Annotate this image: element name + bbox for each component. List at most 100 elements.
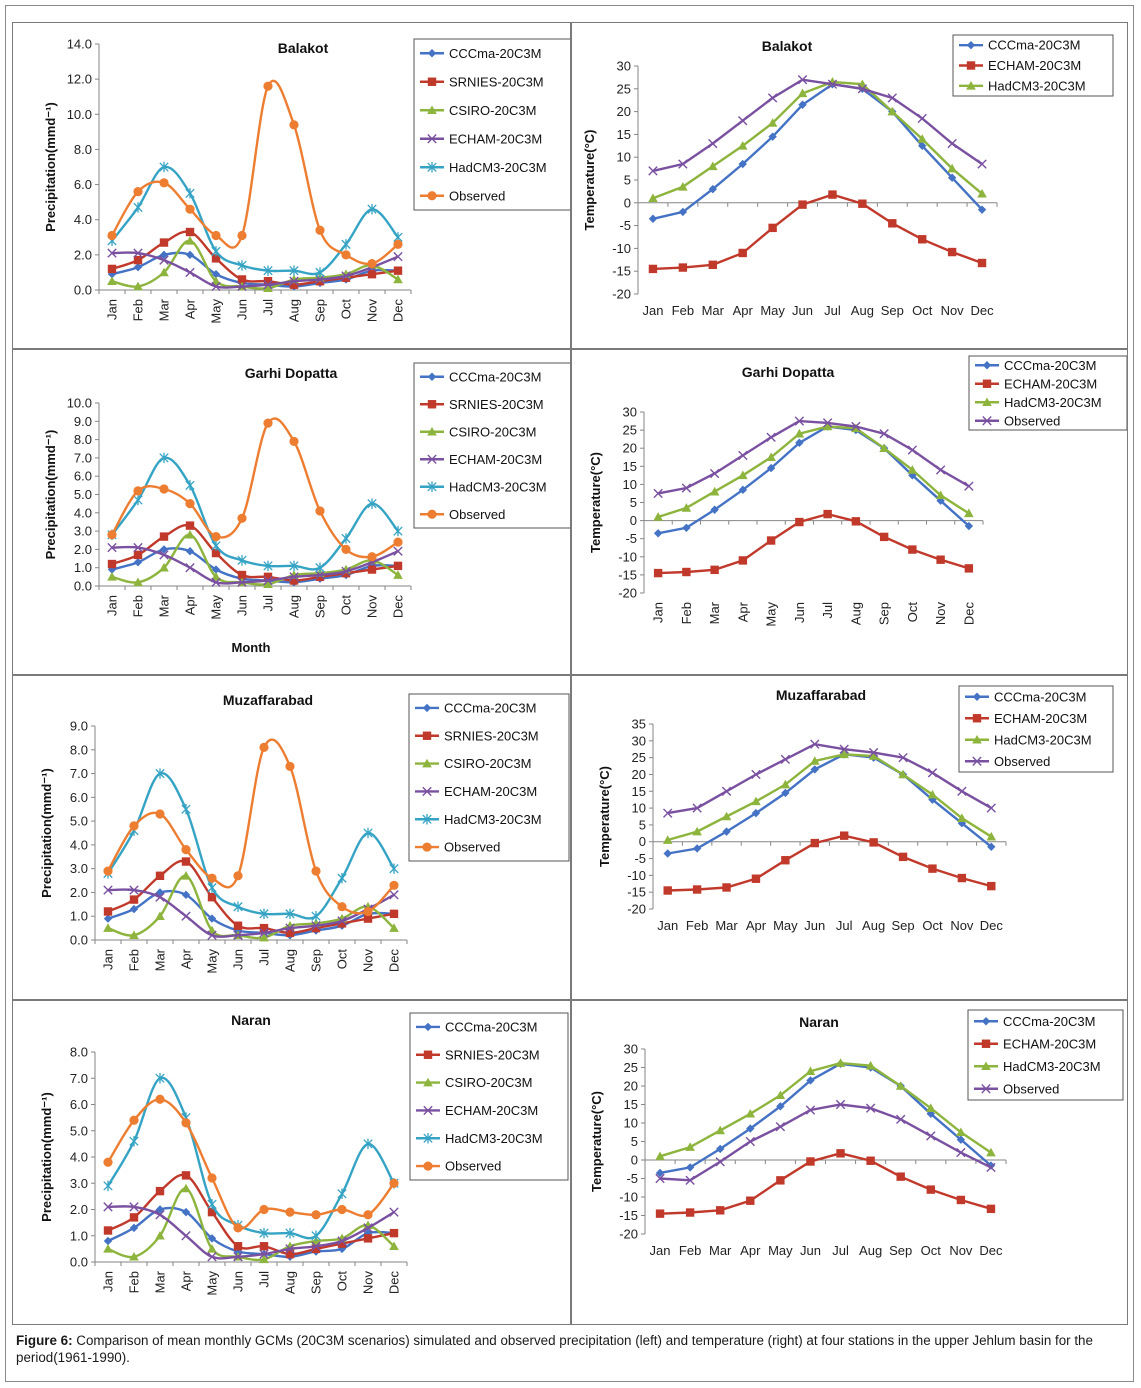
data-point bbox=[159, 484, 169, 494]
legend-item: CCCma-20C3M bbox=[965, 689, 1086, 704]
legend-swatch-marker bbox=[422, 731, 432, 740]
chart-title: Garhi Dopatta bbox=[742, 364, 835, 380]
legend-swatch-marker bbox=[423, 1050, 433, 1059]
data-point bbox=[181, 1118, 191, 1128]
data-point bbox=[181, 1183, 191, 1193]
x-tick-label: Sep bbox=[881, 303, 904, 318]
legend-swatch-marker bbox=[427, 49, 437, 58]
x-tick-label: May bbox=[205, 949, 220, 974]
x-tick-label: Jun bbox=[231, 949, 246, 970]
x-tick-labels: Jan Feb Mar Apr May Jun Jul Aug Sep Oct Nov Dec bbox=[101, 948, 402, 973]
data-point bbox=[233, 921, 243, 930]
legend-label: ECHAM-20C3M bbox=[1004, 376, 1097, 391]
panel-garhi-temp: Garhi Dopatta -20 -15 -10 -5 0 5 10 15 20 25 30 Jan F… bbox=[571, 349, 1128, 675]
x-tick-label: Nov bbox=[365, 595, 380, 619]
x-tick-label: May bbox=[209, 299, 224, 324]
data-point bbox=[155, 892, 165, 902]
series-line bbox=[667, 753, 993, 855]
y-tick-label: -5 bbox=[625, 531, 637, 546]
y-tick-label: -5 bbox=[634, 851, 646, 866]
data-point bbox=[133, 255, 143, 265]
data-point bbox=[964, 508, 974, 518]
data-point bbox=[947, 163, 957, 173]
data-point bbox=[879, 429, 889, 439]
data-point bbox=[285, 1249, 295, 1259]
x-tick-label: Nov bbox=[361, 1271, 376, 1295]
legend-box bbox=[968, 355, 1127, 431]
series-echam-20c3m bbox=[663, 831, 996, 895]
legend-label: CCCma-20C3M bbox=[444, 700, 536, 715]
data-point bbox=[721, 811, 732, 821]
series-hadcm3-20c3m bbox=[655, 1058, 996, 1161]
data-point bbox=[285, 923, 295, 933]
data-point bbox=[211, 531, 221, 542]
x-tick-label: Oct bbox=[912, 303, 933, 318]
data-point bbox=[708, 138, 718, 149]
y-tick-label: 15 bbox=[632, 784, 646, 799]
y-tick-label: 10 bbox=[623, 477, 637, 492]
legend-swatch-marker bbox=[423, 1161, 433, 1171]
data-point bbox=[185, 267, 195, 278]
y-tick-label: 8.0 bbox=[74, 142, 92, 157]
data-point bbox=[129, 930, 139, 940]
data-point bbox=[738, 248, 747, 258]
series-line bbox=[657, 425, 970, 535]
legend-box bbox=[413, 362, 570, 529]
series-srnies-20c3m bbox=[107, 227, 403, 289]
y-tick-label: 2.0 bbox=[70, 1202, 88, 1217]
series-line bbox=[652, 78, 983, 173]
data-point bbox=[129, 1213, 139, 1222]
x-tick-label: May bbox=[209, 595, 224, 620]
axes bbox=[640, 411, 984, 594]
data-point bbox=[341, 239, 351, 250]
data-point bbox=[315, 562, 325, 573]
data-point bbox=[835, 1058, 846, 1067]
y-tick-label: 4.0 bbox=[70, 1150, 88, 1165]
data-point bbox=[159, 178, 169, 188]
x-tick-label: Mar bbox=[707, 601, 722, 624]
data-point bbox=[237, 513, 247, 523]
data-point bbox=[809, 756, 820, 765]
data-point bbox=[917, 134, 928, 143]
legend-label: CSIRO-20C3M bbox=[449, 103, 536, 118]
data-point bbox=[956, 1135, 966, 1144]
data-point bbox=[129, 821, 139, 831]
data-point bbox=[259, 928, 269, 938]
data-point bbox=[389, 1178, 399, 1188]
data-point bbox=[767, 118, 778, 127]
data-point bbox=[768, 132, 777, 141]
data-point bbox=[964, 521, 974, 531]
x-tick-label: Dec bbox=[387, 949, 402, 973]
x-tick-label: Nov bbox=[361, 949, 376, 973]
x-tick-label: Oct bbox=[335, 949, 350, 970]
data-point bbox=[685, 1175, 695, 1186]
legend-swatch-marker bbox=[982, 379, 992, 388]
series-line bbox=[659, 1061, 992, 1158]
series-line bbox=[110, 417, 399, 559]
axes bbox=[91, 1051, 408, 1266]
data-point bbox=[263, 81, 273, 91]
data-point bbox=[936, 496, 945, 505]
x-tick-label: Mar bbox=[702, 303, 725, 318]
data-point bbox=[341, 271, 351, 281]
data-point bbox=[159, 250, 169, 260]
legend-label: CSIRO-20C3M bbox=[444, 756, 531, 771]
series-echam-20c3m bbox=[103, 885, 399, 940]
legend-item: HadCM3-20C3M bbox=[959, 78, 1086, 93]
series-echam-20c3m bbox=[107, 248, 403, 292]
data-point bbox=[133, 202, 143, 213]
data-point bbox=[887, 93, 897, 103]
y-tick-label: 30 bbox=[624, 1042, 638, 1057]
y-tick-label: 0 bbox=[630, 513, 637, 528]
data-point bbox=[947, 247, 957, 257]
y-tick-label: 1.0 bbox=[74, 560, 92, 575]
data-point bbox=[925, 1103, 936, 1112]
series-srnies-20c3m bbox=[103, 1171, 399, 1259]
x-tick-label: Dec bbox=[387, 1271, 402, 1295]
x-tick-label: Oct bbox=[339, 299, 354, 320]
legend-label: ECHAM-20C3M bbox=[994, 711, 1087, 726]
data-point bbox=[159, 550, 169, 560]
data-point bbox=[681, 483, 692, 493]
data-point bbox=[155, 871, 165, 880]
